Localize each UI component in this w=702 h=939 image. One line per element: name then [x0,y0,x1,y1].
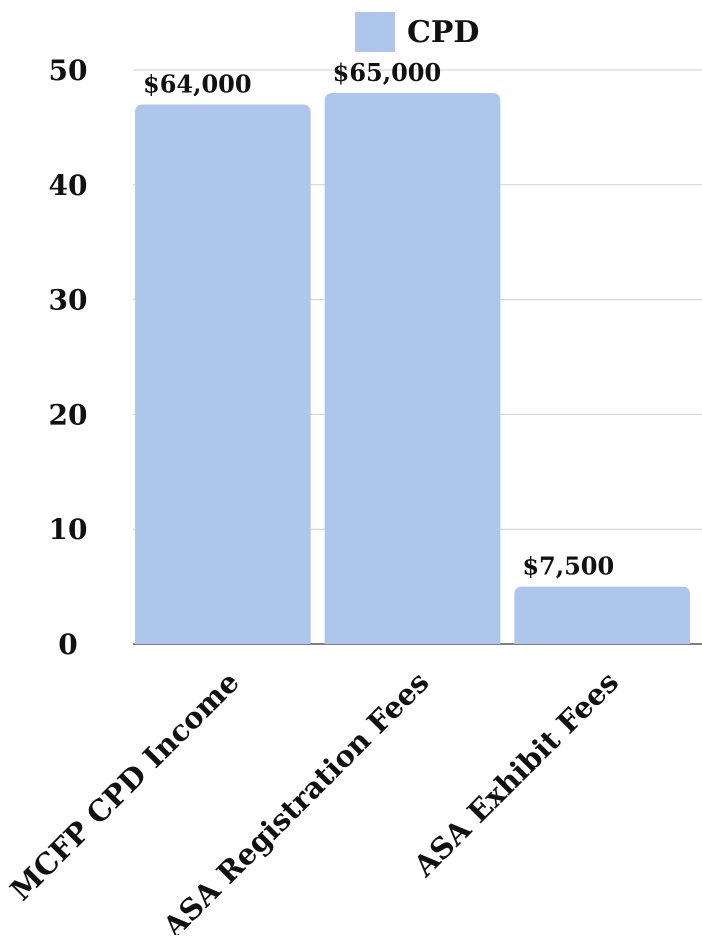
data-label: $7,500 [522,552,614,581]
data-labels: $64,000 $65,000 $7,500 [143,58,614,581]
y-tick-label: 40 [49,169,88,202]
legend: CPD [355,12,479,52]
y-tick-label: 30 [49,284,88,317]
bar [324,92,501,644]
legend-swatch [355,12,395,52]
bar [135,104,311,644]
data-label: $65,000 [333,58,442,87]
y-tick-label: 50 [49,54,88,87]
bars [135,92,690,644]
bar [514,586,690,644]
x-tick-label: ASA Exhibit Fees [406,665,625,884]
y-tick-label: 10 [49,513,88,546]
legend-label: CPD [407,15,479,50]
y-axis-tick-labels: 0 10 20 30 40 50 [49,54,88,661]
y-tick-label: 0 [58,628,77,661]
data-label: $64,000 [143,69,252,98]
y-tick-label: 20 [49,398,88,431]
